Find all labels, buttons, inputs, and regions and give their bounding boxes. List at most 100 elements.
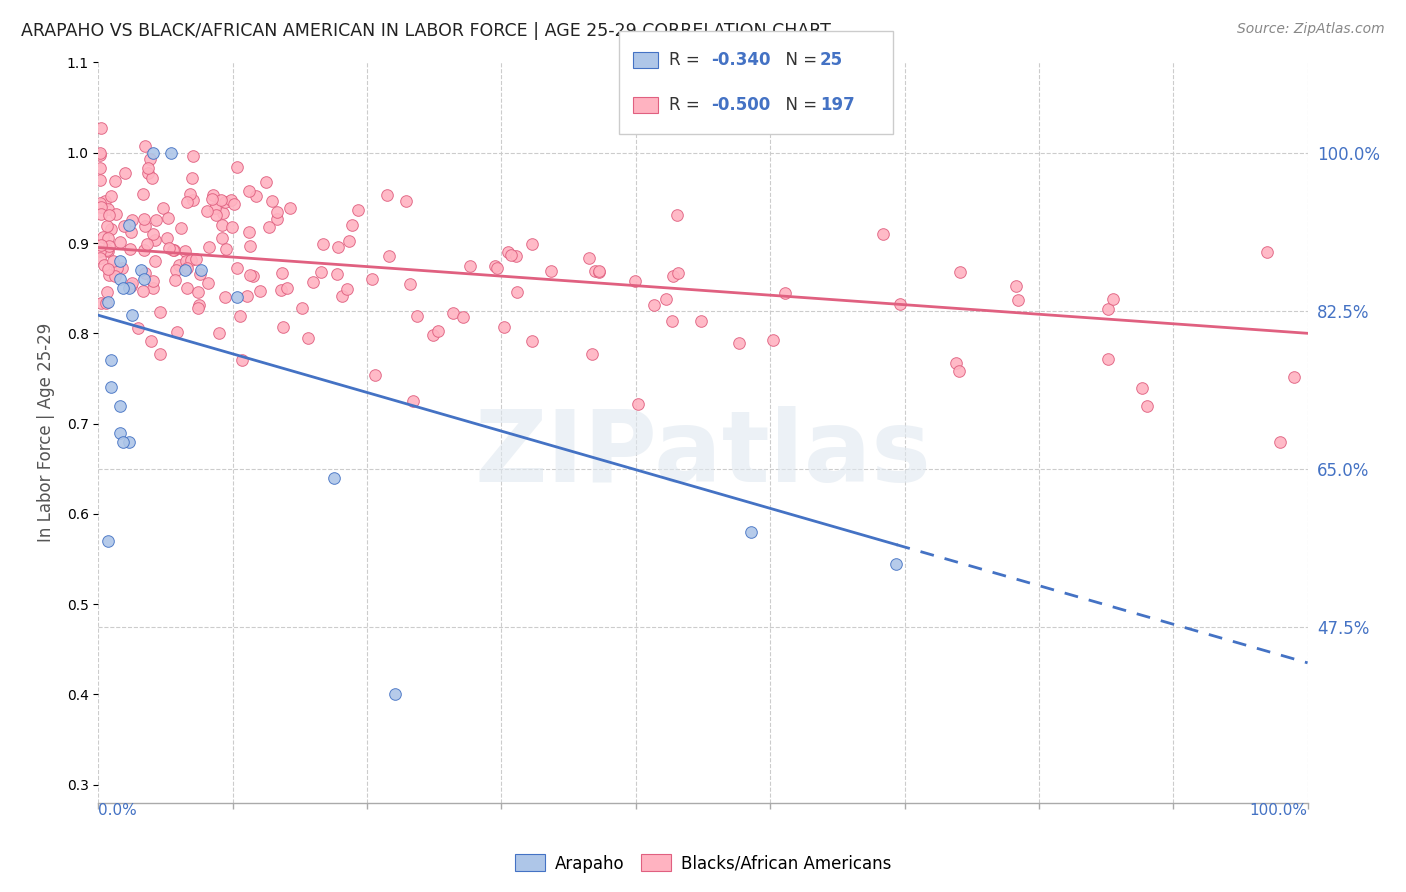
Point <box>152 202 174 216</box>
Point <box>242 269 264 284</box>
Point <box>118 218 141 232</box>
Point <box>312 237 335 252</box>
Point <box>104 268 127 283</box>
Point <box>187 285 209 299</box>
Point <box>484 259 506 273</box>
Point <box>176 261 198 276</box>
Point <box>522 334 544 348</box>
Point <box>197 276 219 290</box>
Text: N =: N = <box>775 51 823 69</box>
Point <box>105 260 128 275</box>
Point <box>427 324 450 338</box>
Point <box>143 234 166 248</box>
Point <box>174 254 197 268</box>
Point <box>458 260 481 274</box>
Point <box>222 196 245 211</box>
Text: -0.500: -0.500 <box>711 96 770 114</box>
Point <box>229 309 252 323</box>
Text: ARAPAHO VS BLACK/AFRICAN AMERICAN IN LABOR FORCE | AGE 25-29 CORRELATION CHART: ARAPAHO VS BLACK/AFRICAN AMERICAN IN LAB… <box>21 22 831 40</box>
Point <box>578 251 600 265</box>
Point <box>134 272 156 286</box>
Point <box>118 434 141 449</box>
Point <box>108 399 131 413</box>
Point <box>142 280 165 294</box>
Point <box>740 524 762 539</box>
Point <box>201 193 224 207</box>
Point <box>165 263 187 277</box>
Point <box>225 160 247 174</box>
Text: 25: 25 <box>820 51 842 69</box>
Point <box>211 231 233 245</box>
Point <box>872 227 894 241</box>
Point <box>278 201 301 215</box>
Point <box>501 248 523 262</box>
Point <box>108 425 131 440</box>
Point <box>181 193 204 207</box>
Point <box>90 237 112 252</box>
Point <box>335 282 357 296</box>
Point <box>245 189 267 203</box>
Point <box>100 353 122 368</box>
Point <box>176 281 198 295</box>
Point <box>160 145 183 160</box>
Text: ZIPatlas: ZIPatlas <box>475 407 931 503</box>
Point <box>662 268 685 283</box>
Point <box>89 161 111 175</box>
Point <box>643 298 665 312</box>
Point <box>1097 351 1119 366</box>
Text: Source: ZipAtlas.com: Source: ZipAtlas.com <box>1237 22 1385 37</box>
Point <box>134 139 156 153</box>
Point <box>1102 292 1125 306</box>
Point <box>97 202 120 216</box>
Point <box>225 261 247 276</box>
Point <box>360 272 382 286</box>
Point <box>136 236 159 251</box>
Point <box>96 285 118 299</box>
Point <box>187 298 209 312</box>
Point <box>180 253 202 268</box>
Point <box>157 211 180 225</box>
Point <box>238 225 260 239</box>
Point <box>405 309 427 323</box>
Point <box>398 277 420 291</box>
Point <box>120 225 142 239</box>
Point <box>142 145 165 160</box>
Point <box>190 263 212 277</box>
Point <box>291 301 314 315</box>
Point <box>127 320 149 334</box>
Point <box>260 194 283 208</box>
Point <box>1097 301 1119 316</box>
Point <box>139 334 162 349</box>
Point <box>108 272 131 286</box>
Point <box>90 207 112 221</box>
Point <box>346 203 368 218</box>
Point <box>214 290 236 304</box>
Point <box>195 203 218 218</box>
Point <box>485 260 508 275</box>
Point <box>302 275 325 289</box>
Point <box>108 235 131 249</box>
Text: -0.340: -0.340 <box>711 51 770 69</box>
Point <box>214 242 236 256</box>
Point <box>214 195 236 210</box>
Point <box>297 331 319 345</box>
Point <box>198 240 221 254</box>
Point <box>89 148 111 162</box>
Point <box>93 258 115 272</box>
Point <box>498 244 520 259</box>
Point <box>97 262 120 277</box>
Point <box>132 284 155 298</box>
Point <box>142 227 165 241</box>
Text: R =: R = <box>669 96 706 114</box>
Point <box>588 264 610 278</box>
Point <box>188 267 211 281</box>
Point <box>179 186 201 201</box>
Point <box>270 266 292 280</box>
Text: N =: N = <box>775 96 823 114</box>
Point <box>492 319 515 334</box>
Point <box>506 285 529 299</box>
Point <box>204 202 226 216</box>
Point <box>323 471 346 485</box>
Point <box>211 193 233 207</box>
Point <box>145 213 167 227</box>
